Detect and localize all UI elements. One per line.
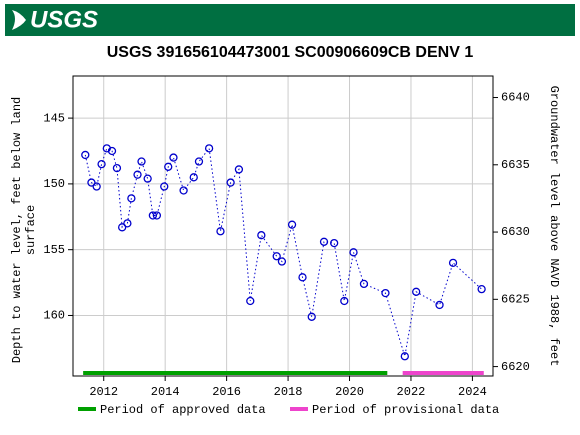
- y2-tick-label: 6630: [501, 225, 530, 239]
- data-point: [87, 178, 96, 187]
- y-tick-label: 145: [43, 111, 65, 125]
- data-point: [112, 163, 122, 173]
- x-tick-label: 2012: [89, 385, 118, 399]
- data-point: [216, 227, 225, 236]
- data-point: [81, 150, 90, 160]
- data-point: [330, 238, 339, 248]
- y-tick-label: 155: [43, 243, 65, 257]
- data-point: [169, 153, 178, 162]
- data-point: [204, 144, 214, 153]
- y-tick-label: 150: [43, 177, 65, 191]
- data-point: [435, 300, 444, 310]
- data-point: [246, 296, 255, 306]
- data-point: [340, 296, 349, 306]
- data-point: [277, 257, 287, 266]
- legend-label: Period of approved data: [100, 403, 266, 417]
- data-point: [226, 178, 235, 187]
- data-point: [133, 170, 142, 179]
- data-point: [189, 173, 198, 182]
- data-point: [307, 312, 316, 321]
- data-point: [164, 162, 173, 171]
- y-tick-label: 160: [43, 309, 65, 323]
- data-point: [143, 174, 152, 183]
- x-tick-label: 2020: [335, 385, 364, 399]
- logo-icon: [12, 10, 26, 30]
- legend-label: Period of provisional data: [312, 403, 499, 417]
- data-point: [412, 287, 421, 296]
- data-point: [137, 157, 146, 166]
- data-point: [107, 146, 117, 156]
- logo: USGS: [30, 6, 98, 33]
- x-tick-label: 2014: [151, 385, 180, 399]
- data-point: [349, 248, 358, 257]
- data-point: [272, 252, 281, 261]
- data-point: [381, 288, 390, 298]
- data-point: [257, 231, 266, 240]
- y2-tick-label: 6640: [501, 91, 530, 105]
- data-point: [194, 157, 204, 166]
- data-point: [127, 194, 136, 203]
- data-point: [234, 165, 244, 174]
- data-point: [448, 258, 458, 267]
- plot-frame: [72, 75, 494, 377]
- y-axis-label: surface: [24, 205, 38, 255]
- data-point: [92, 182, 101, 191]
- header-bar: [5, 4, 575, 36]
- data-point: [298, 273, 307, 282]
- chart-title: USGS 391656104473001 SC00906609CB DENV 1: [107, 44, 474, 61]
- data-point: [123, 219, 132, 228]
- x-tick-label: 2018: [274, 385, 303, 399]
- data-point: [160, 182, 169, 191]
- data-point: [148, 211, 158, 220]
- y2-tick-label: 6635: [501, 158, 530, 172]
- y-axis-label: Depth to water level, feet below land: [10, 97, 24, 363]
- x-tick-label: 2016: [212, 385, 241, 399]
- x-tick-label: 2022: [397, 385, 426, 399]
- y2-axis-label: Groundwater level above NAVD 1988, feet: [547, 86, 561, 367]
- data-point: [359, 279, 369, 289]
- data-point: [319, 237, 329, 246]
- data-point: [287, 220, 297, 229]
- y2-tick-label: 6620: [501, 360, 530, 374]
- data-point: [97, 160, 106, 169]
- data-point: [118, 223, 127, 232]
- data-point: [400, 352, 409, 361]
- y2-tick-label: 6625: [501, 292, 530, 306]
- data-point: [477, 285, 486, 294]
- data-point: [179, 186, 188, 195]
- series-line: [84, 147, 482, 357]
- x-tick-label: 2024: [458, 385, 487, 399]
- data-point: [152, 211, 162, 220]
